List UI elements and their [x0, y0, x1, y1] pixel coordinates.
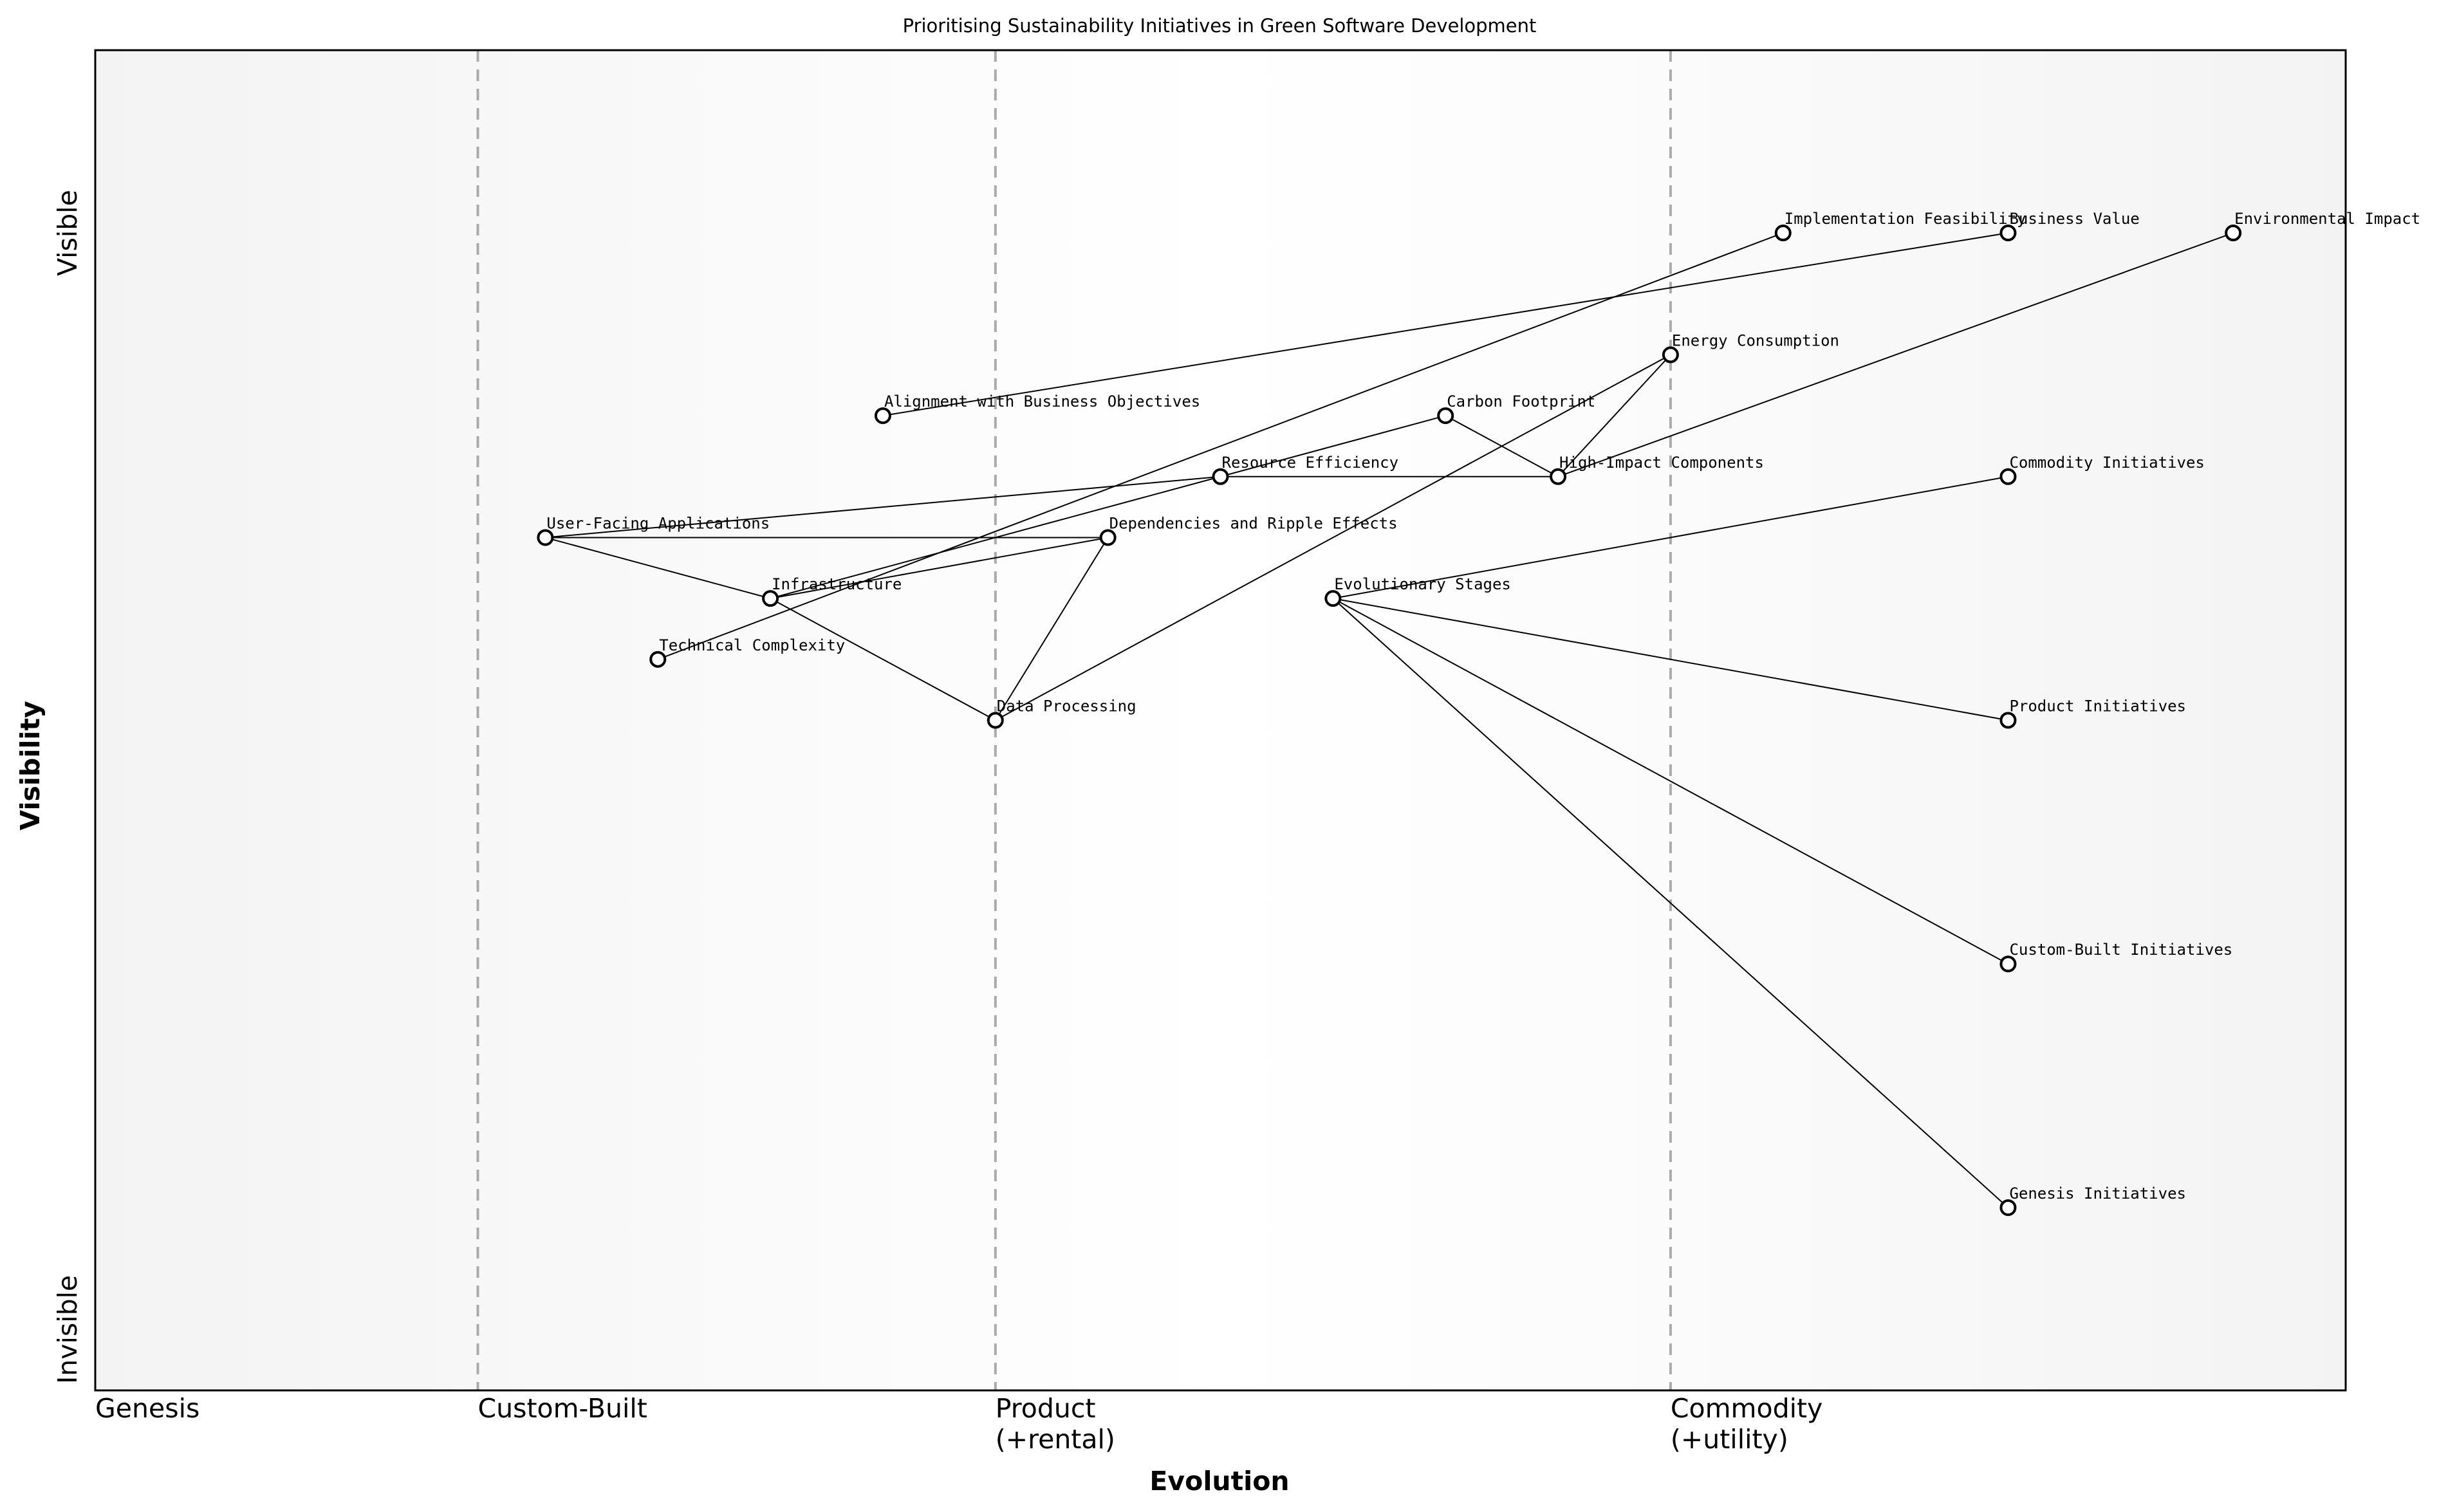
node	[1550, 468, 1567, 485]
node-label: Business Value	[2009, 210, 2139, 228]
node-label: Energy Consumption	[1672, 331, 1839, 349]
node	[1099, 529, 1117, 546]
plot-frame	[94, 49, 2347, 1392]
node-label: Custom-Built Initiatives	[2009, 941, 2232, 959]
node	[1999, 1199, 2017, 1216]
node	[1999, 712, 2017, 729]
link	[1557, 354, 1671, 477]
chart-title: Prioritising Sustainability Initiatives …	[903, 15, 1537, 37]
node	[537, 529, 554, 546]
node-label: Commodity Initiatives	[2009, 454, 2204, 472]
node-label: User-Facing Applications	[546, 514, 770, 532]
node	[649, 650, 667, 668]
x-tick-label: Custom-Built	[478, 1393, 647, 1424]
node-label: Infrastructure	[772, 575, 902, 593]
node	[874, 407, 891, 425]
node-label: Genesis Initiatives	[2009, 1185, 2186, 1203]
node-label: Implementation Feasibility	[1785, 210, 2026, 228]
link	[1557, 232, 2234, 477]
x-axis-title: Evolution	[1149, 1466, 1289, 1497]
x-tick-label: Genesis	[95, 1393, 200, 1424]
link	[994, 537, 1109, 721]
node	[762, 590, 779, 607]
link	[1332, 598, 2009, 1208]
x-tick-label: Product (+rental)	[995, 1393, 1115, 1455]
link	[657, 232, 1784, 660]
node	[1774, 225, 1792, 242]
node	[1324, 590, 1342, 607]
node-label: Evolutionary Stages	[1334, 575, 1511, 593]
node-label: Data Processing	[997, 697, 1136, 715]
link	[770, 537, 1108, 600]
node	[1999, 955, 2017, 973]
link	[1333, 475, 2008, 600]
y-tick-label: Invisible	[52, 1275, 83, 1384]
x-tick-label: Commodity (+utility)	[1670, 1393, 1823, 1455]
node-label: Environmental Impact	[2234, 210, 2420, 228]
node-label: Product Initiatives	[2009, 697, 2186, 715]
link	[1332, 598, 2008, 965]
plot-background	[95, 50, 2346, 1390]
link	[882, 232, 2008, 417]
node-label: Alignment with Business Objectives	[884, 392, 1200, 410]
link	[545, 475, 1221, 539]
link	[545, 537, 771, 600]
node	[1212, 468, 1229, 485]
link	[1445, 415, 1559, 477]
link	[1333, 598, 2008, 721]
link	[1220, 415, 1446, 477]
node	[1662, 346, 1679, 364]
node	[1999, 225, 2017, 242]
link	[770, 598, 996, 721]
node	[2225, 225, 2242, 242]
y-axis-title: Visibility	[15, 701, 46, 830]
y-tick-label: Visible	[52, 190, 83, 276]
node	[1437, 407, 1454, 425]
node-label: Resource Efficiency	[1222, 454, 1399, 472]
node-label: Technical Complexity	[659, 636, 845, 654]
link	[995, 354, 1671, 721]
node-label: Carbon Footprint	[1447, 392, 1595, 410]
node	[1999, 468, 2017, 485]
node	[987, 712, 1004, 729]
node-label: Dependencies and Ripple Effects	[1109, 514, 1398, 532]
node-label: High-Impact Components	[1559, 454, 1764, 472]
